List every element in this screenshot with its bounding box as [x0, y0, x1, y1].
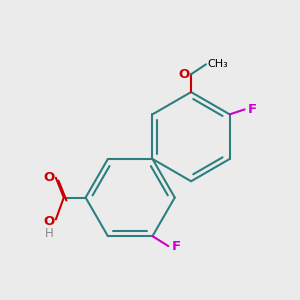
Text: O: O [43, 215, 55, 228]
Text: F: F [248, 103, 257, 116]
Text: H: H [45, 227, 53, 240]
Text: F: F [172, 240, 181, 253]
Text: CH₃: CH₃ [208, 59, 228, 69]
Text: O: O [178, 68, 190, 81]
Text: O: O [43, 171, 55, 184]
